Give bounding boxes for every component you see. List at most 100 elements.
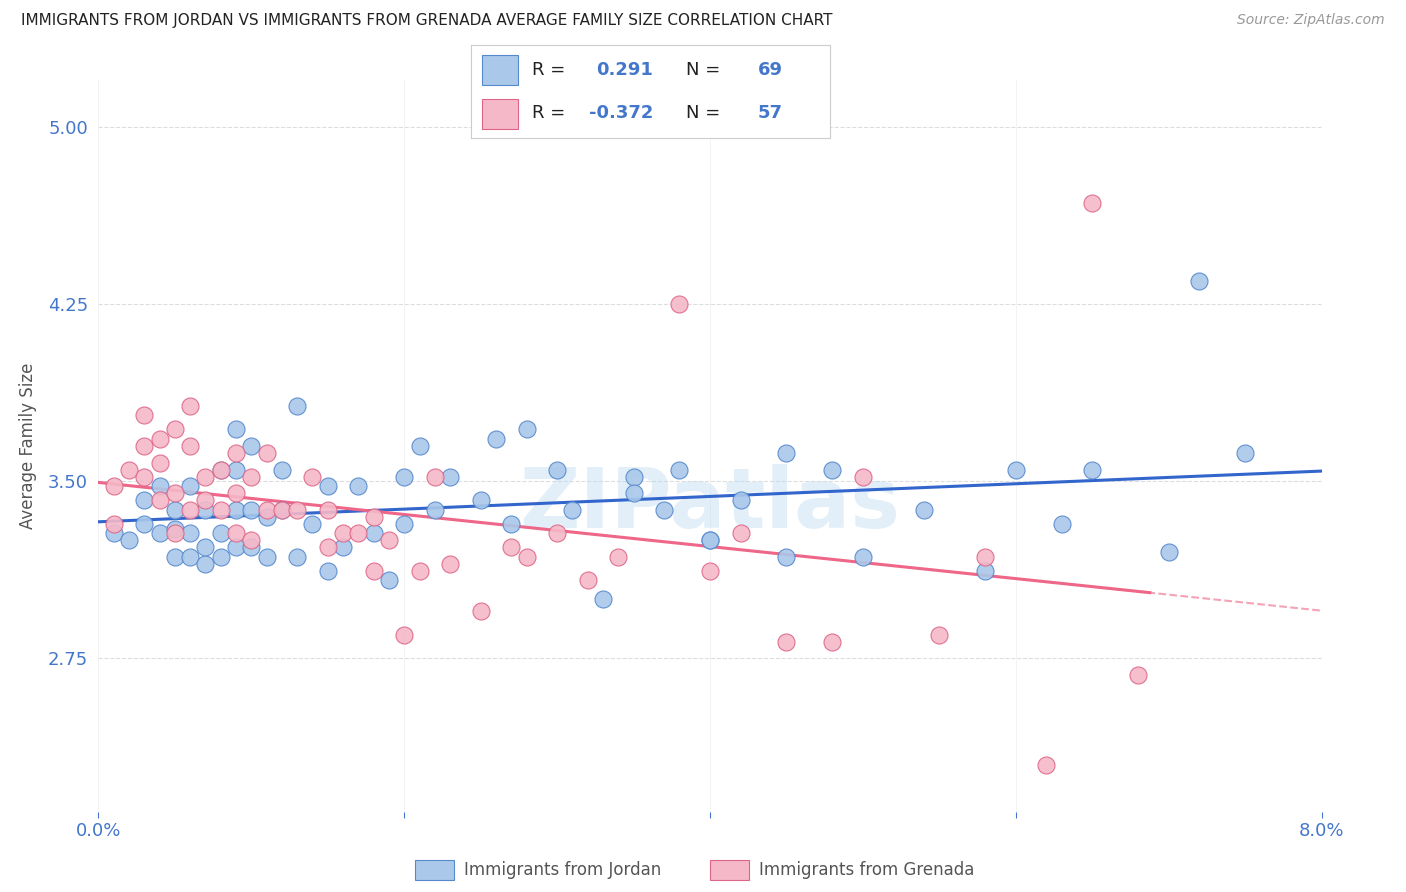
Point [775, 549, 797, 564]
Point [699, 533, 721, 548]
Point [179, 502, 201, 516]
FancyBboxPatch shape [482, 99, 517, 129]
Point [423, 502, 446, 516]
Point [470, 604, 492, 618]
Point [256, 446, 278, 460]
Point [576, 574, 599, 588]
Point [730, 526, 752, 541]
Point [179, 549, 201, 564]
Point [1050, 516, 1073, 531]
Point [363, 509, 385, 524]
FancyBboxPatch shape [482, 55, 517, 85]
Point [149, 526, 172, 541]
Point [209, 549, 232, 564]
Point [1035, 757, 1057, 772]
Point [408, 439, 430, 453]
Point [347, 479, 370, 493]
Point [134, 409, 156, 423]
Point [225, 422, 247, 436]
Point [194, 502, 217, 516]
Point [775, 635, 797, 649]
Point [439, 557, 461, 571]
Text: R =: R = [531, 104, 571, 122]
Point [163, 549, 186, 564]
Point [623, 486, 645, 500]
Point [179, 479, 201, 493]
Point [134, 469, 156, 483]
Point [408, 564, 430, 578]
Point [149, 456, 172, 470]
Point [516, 422, 538, 436]
Text: 69: 69 [758, 61, 783, 78]
Point [256, 509, 278, 524]
Point [225, 462, 247, 476]
Point [163, 502, 186, 516]
Point [928, 628, 950, 642]
Point [240, 533, 263, 548]
Point [561, 502, 583, 516]
Point [301, 469, 323, 483]
Point [485, 432, 508, 446]
Point [347, 526, 370, 541]
Point [470, 493, 492, 508]
Point [179, 399, 201, 413]
Text: -0.372: -0.372 [589, 104, 654, 122]
Text: N =: N = [686, 104, 725, 122]
Point [623, 469, 645, 483]
Point [699, 533, 721, 548]
Point [668, 297, 690, 311]
Point [546, 526, 568, 541]
Point [134, 493, 156, 508]
Point [316, 564, 339, 578]
Text: 0.291: 0.291 [596, 61, 654, 78]
Point [392, 516, 416, 531]
Point [103, 479, 125, 493]
Text: Immigrants from Grenada: Immigrants from Grenada [759, 861, 974, 879]
Point [225, 486, 247, 500]
Point [501, 541, 523, 555]
Point [118, 462, 141, 476]
Point [516, 549, 538, 564]
Point [852, 469, 875, 483]
Point [240, 541, 263, 555]
Point [332, 541, 354, 555]
Point [179, 439, 201, 453]
Point [730, 493, 752, 508]
Point [363, 564, 385, 578]
Point [225, 526, 247, 541]
Point [363, 526, 385, 541]
Point [699, 564, 721, 578]
Point [256, 549, 278, 564]
Point [270, 462, 294, 476]
Point [149, 493, 172, 508]
Point [332, 526, 354, 541]
Point [194, 469, 217, 483]
Point [179, 526, 201, 541]
Point [240, 502, 263, 516]
Point [439, 469, 461, 483]
Point [134, 516, 156, 531]
Point [1234, 446, 1257, 460]
Point [149, 432, 172, 446]
Point [1128, 668, 1150, 682]
Point [392, 469, 416, 483]
Point [163, 422, 186, 436]
Point [316, 502, 339, 516]
Text: IMMIGRANTS FROM JORDAN VS IMMIGRANTS FROM GRENADA AVERAGE FAMILY SIZE CORRELATIO: IMMIGRANTS FROM JORDAN VS IMMIGRANTS FRO… [21, 13, 832, 29]
Point [392, 628, 416, 642]
Point [194, 557, 217, 571]
Point [775, 446, 797, 460]
Point [256, 502, 278, 516]
Text: 57: 57 [758, 104, 783, 122]
Point [974, 549, 997, 564]
Point [103, 526, 125, 541]
Point [163, 522, 186, 536]
Point [316, 479, 339, 493]
Point [668, 462, 690, 476]
Point [225, 446, 247, 460]
Point [423, 469, 446, 483]
Point [285, 399, 308, 413]
Point [270, 502, 294, 516]
Point [134, 439, 156, 453]
Text: ZIPatlas: ZIPatlas [520, 464, 900, 545]
